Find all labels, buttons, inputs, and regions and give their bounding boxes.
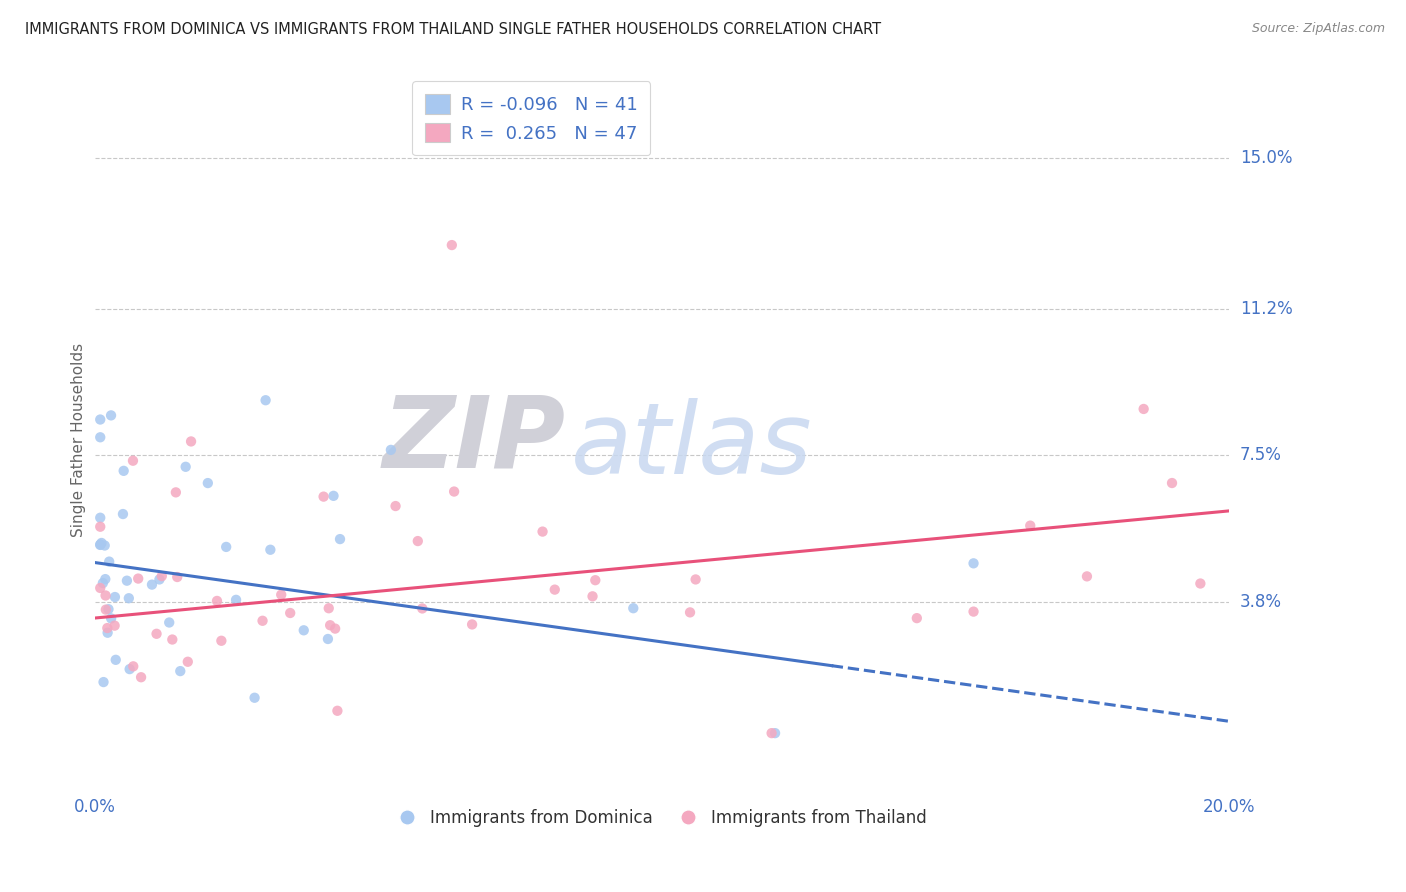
Point — [270, 588, 292, 602]
Point — [91, 576, 114, 591]
Point — [225, 592, 247, 607]
Point — [215, 540, 238, 554]
Point — [252, 614, 274, 628]
Point — [122, 453, 145, 467]
Point — [177, 655, 200, 669]
Point — [127, 572, 149, 586]
Point — [259, 542, 281, 557]
Point — [94, 589, 117, 603]
Point — [89, 430, 111, 444]
Point — [326, 704, 349, 718]
Text: 7.5%: 7.5% — [1240, 446, 1282, 465]
Point — [115, 574, 138, 588]
Point — [141, 577, 163, 591]
Point — [685, 573, 707, 587]
Text: 3.8%: 3.8% — [1240, 593, 1282, 611]
Point — [440, 238, 463, 252]
Point — [380, 442, 402, 457]
Point — [166, 570, 188, 584]
Point — [962, 557, 984, 571]
Point — [180, 434, 202, 449]
Point — [621, 601, 644, 615]
Point — [118, 591, 141, 606]
Point — [1161, 476, 1184, 491]
Text: atlas: atlas — [571, 398, 813, 495]
Point — [111, 507, 134, 521]
Point — [100, 409, 122, 423]
Point — [104, 590, 127, 604]
Point — [318, 601, 340, 615]
Point — [1189, 576, 1212, 591]
Point — [94, 572, 117, 586]
Point — [93, 539, 115, 553]
Text: 11.2%: 11.2% — [1240, 300, 1292, 318]
Text: ZIP: ZIP — [382, 391, 565, 488]
Point — [89, 538, 111, 552]
Point — [122, 659, 145, 673]
Text: Source: ZipAtlas.com: Source: ZipAtlas.com — [1251, 22, 1385, 36]
Point — [89, 412, 111, 426]
Point — [905, 611, 928, 625]
Text: 15.0%: 15.0% — [1240, 149, 1292, 167]
Point — [90, 536, 112, 550]
Point — [1132, 401, 1154, 416]
Point — [322, 489, 344, 503]
Point — [581, 590, 603, 604]
Point — [1076, 569, 1098, 583]
Point — [209, 633, 232, 648]
Point — [197, 476, 219, 491]
Point — [679, 606, 702, 620]
Point — [165, 485, 187, 500]
Point — [292, 624, 315, 638]
Point — [312, 490, 335, 504]
Point — [205, 594, 228, 608]
Point — [531, 524, 554, 539]
Point — [100, 611, 122, 625]
Point — [461, 617, 484, 632]
Y-axis label: Single Father Households: Single Father Households — [72, 343, 86, 537]
Point — [243, 690, 266, 705]
Legend: Immigrants from Dominica, Immigrants from Thailand: Immigrants from Dominica, Immigrants fro… — [389, 803, 934, 834]
Point — [384, 499, 406, 513]
Point — [97, 625, 120, 640]
Point — [162, 632, 184, 647]
Point — [89, 538, 111, 552]
Point — [254, 393, 277, 408]
Point — [544, 582, 567, 597]
Point — [89, 510, 111, 524]
Point — [112, 464, 135, 478]
Point — [89, 581, 111, 595]
Point — [169, 664, 191, 678]
Point — [323, 622, 346, 636]
Point — [97, 602, 120, 616]
Point — [104, 653, 127, 667]
Point — [93, 675, 115, 690]
Point — [411, 601, 433, 615]
Point — [763, 726, 786, 740]
Point — [443, 484, 465, 499]
Text: IMMIGRANTS FROM DOMINICA VS IMMIGRANTS FROM THAILAND SINGLE FATHER HOUSEHOLDS CO: IMMIGRANTS FROM DOMINICA VS IMMIGRANTS F… — [25, 22, 882, 37]
Point — [118, 662, 141, 676]
Point — [406, 534, 429, 549]
Point — [1019, 518, 1042, 533]
Point — [94, 602, 117, 616]
Point — [174, 459, 197, 474]
Point — [98, 555, 121, 569]
Point — [319, 618, 342, 632]
Point — [316, 632, 339, 646]
Point — [583, 573, 606, 587]
Point — [962, 605, 984, 619]
Point — [761, 726, 783, 740]
Point — [278, 606, 301, 620]
Point — [145, 627, 167, 641]
Point — [150, 569, 173, 583]
Point — [104, 618, 127, 632]
Point — [89, 519, 111, 533]
Point — [329, 532, 352, 546]
Point — [129, 670, 152, 684]
Point — [96, 621, 118, 635]
Point — [157, 615, 180, 630]
Point — [148, 573, 170, 587]
